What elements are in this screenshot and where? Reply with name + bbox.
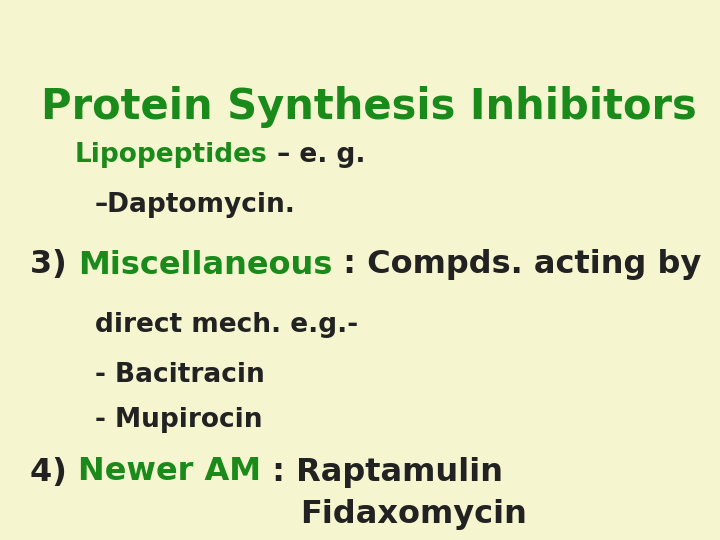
Text: Miscellaneous: Miscellaneous [78,249,332,280]
Text: : Compds. acting by: : Compds. acting by [332,249,701,280]
Text: 3): 3) [30,249,78,280]
Text: – e. g.: – e. g. [268,142,365,168]
Text: direct mech. e.g.-: direct mech. e.g.- [95,312,358,338]
Text: : Raptamulin: : Raptamulin [261,456,503,488]
Text: –Daptomycin.: –Daptomycin. [95,192,296,218]
Text: Lipopeptides: Lipopeptides [75,142,268,168]
Text: Newer AM: Newer AM [78,456,261,488]
Text: - Mupirocin: - Mupirocin [95,407,263,433]
Text: Fidaxomycin: Fidaxomycin [300,500,527,530]
Text: Protein Synthesis Inhibitors: Protein Synthesis Inhibitors [41,86,697,128]
Text: - Bacitracin: - Bacitracin [95,362,265,388]
Text: 4): 4) [30,456,78,488]
